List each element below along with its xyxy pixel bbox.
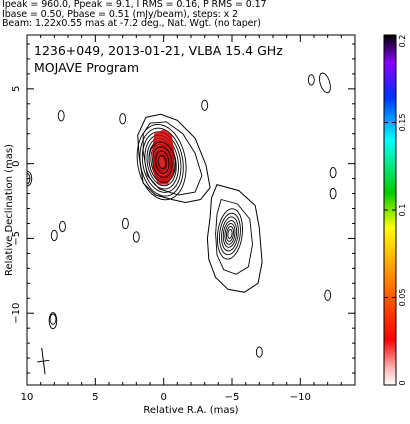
x-tick-label: −5 [225, 392, 240, 403]
secondary-contour-level [225, 226, 234, 242]
x-tick-label: 0 [160, 392, 166, 403]
core-contour-level [158, 155, 167, 170]
x-tick-label: 5 [92, 392, 98, 403]
colorbar-tick-label: 0.2 [398, 35, 407, 48]
secondary-contour-outer [206, 184, 263, 293]
noise-contour [59, 220, 66, 233]
header-line-intensity: Ipeak = 960.0, Ppeak = 9.1, I RMS = 0.16… [2, 0, 267, 10]
y-tick-label: −5 [11, 231, 22, 246]
noise-contour [324, 289, 332, 301]
noise-contour [329, 187, 337, 200]
noise-contour [319, 72, 331, 94]
secondary-contour-level [216, 208, 243, 260]
secondary-contour-level [221, 216, 239, 252]
noise-contour [27, 170, 33, 187]
y-tick-label: −10 [11, 303, 22, 324]
noise-contour [121, 217, 129, 230]
chart-subtitle: MOJAVE Program [34, 60, 139, 75]
beam-minor-axis [37, 359, 50, 363]
core-contour-level [148, 141, 176, 183]
core-contour-level [144, 134, 179, 190]
core-contour-level [136, 123, 187, 201]
y-tick-label: 0 [11, 160, 22, 166]
noise-contour [57, 110, 65, 122]
secondary-contour-level [227, 229, 233, 239]
secondary-contour-level [222, 220, 238, 248]
colorbar-tick-label: 0.1 [398, 204, 407, 217]
noise-contour [50, 229, 58, 242]
axis-ticks [26, 35, 356, 385]
chart-title: 1236+049, 2013-01-21, VLBA 15.4 GHz [34, 43, 283, 58]
x-tick-label: −10 [290, 392, 311, 403]
noise-contour [201, 99, 209, 111]
y-axis-label: Relative Declination (mas) [4, 144, 15, 276]
x-axis-label: Relative R.A. (mas) [143, 405, 238, 416]
image-header: Ipeak = 960.0, Ppeak = 9.1, I RMS = 0.16… [2, 0, 408, 29]
plot-frame [26, 34, 356, 386]
core-contour-level [139, 127, 184, 197]
noise-contour [48, 312, 58, 330]
axis-tick-labels: 10 5 0 −5 −10 5 0 −5 −10 [11, 86, 311, 403]
core-contour-level [152, 146, 173, 179]
colorbar: 0 0.05 0.1 0.15 0.2 [383, 34, 407, 386]
noise-contour [307, 74, 315, 86]
contour-layer [27, 72, 337, 375]
secondary-contour-level [224, 223, 236, 245]
header-line-base: Ibase = 0.50, Pbase = 0.51 (mJy/beam), s… [2, 8, 238, 20]
core-contour-level [155, 150, 170, 174]
x-tick-label: 10 [21, 392, 34, 403]
noise-contour [49, 313, 57, 325]
secondary-contour-level [219, 212, 241, 256]
core-contour-level [141, 131, 182, 193]
noise-contour [119, 113, 127, 125]
colorbar-tick-label: 0 [398, 380, 407, 385]
y-tick-label: 5 [11, 86, 22, 92]
noise-contour [255, 346, 263, 358]
colorbar-tick-label: 0.05 [398, 289, 407, 307]
noise-contour [132, 231, 140, 243]
noise-contour [329, 166, 337, 179]
header-line-beam: Beam: 1.22x0.55 mas at -7.2 deg., Nat. W… [2, 18, 261, 30]
colorbar-ticks: 0 0.05 0.1 0.15 0.2 [384, 34, 407, 386]
colorbar-tick-label: 0.15 [398, 114, 407, 132]
secondary-contour-level [215, 198, 253, 275]
